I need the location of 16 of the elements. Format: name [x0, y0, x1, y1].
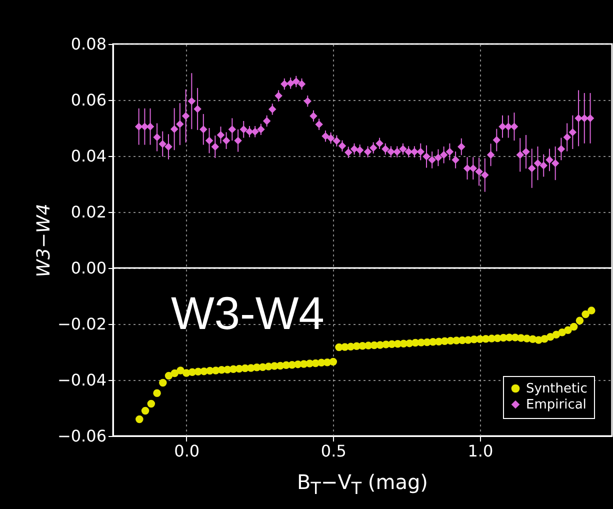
y-tick-label: −0.02	[57, 314, 106, 334]
y-tick-label: −0.06	[57, 426, 106, 446]
annotation: W3-W4	[171, 287, 324, 339]
y-tick-label: 0.02	[70, 202, 106, 222]
y-tick-label: 0.00	[70, 258, 106, 278]
x-axis-title: B$_{T}$−V$_{T}$ (mag)	[296, 470, 429, 498]
legend-label: Empirical	[526, 398, 586, 412]
x-tick-label: 0.0	[174, 442, 200, 460]
y-tick-label: 0.04	[70, 146, 106, 166]
y-axis-title: W3−W4	[33, 204, 54, 278]
y-tick-label: −0.04	[57, 370, 106, 390]
x-tick-label: 0.5	[320, 442, 346, 460]
y-tick-label: 0.08	[70, 34, 106, 54]
legend-label: Synthetic	[526, 382, 588, 396]
x-tick-label: 1.0	[468, 442, 494, 460]
y-tick-label: 0.06	[70, 90, 106, 110]
